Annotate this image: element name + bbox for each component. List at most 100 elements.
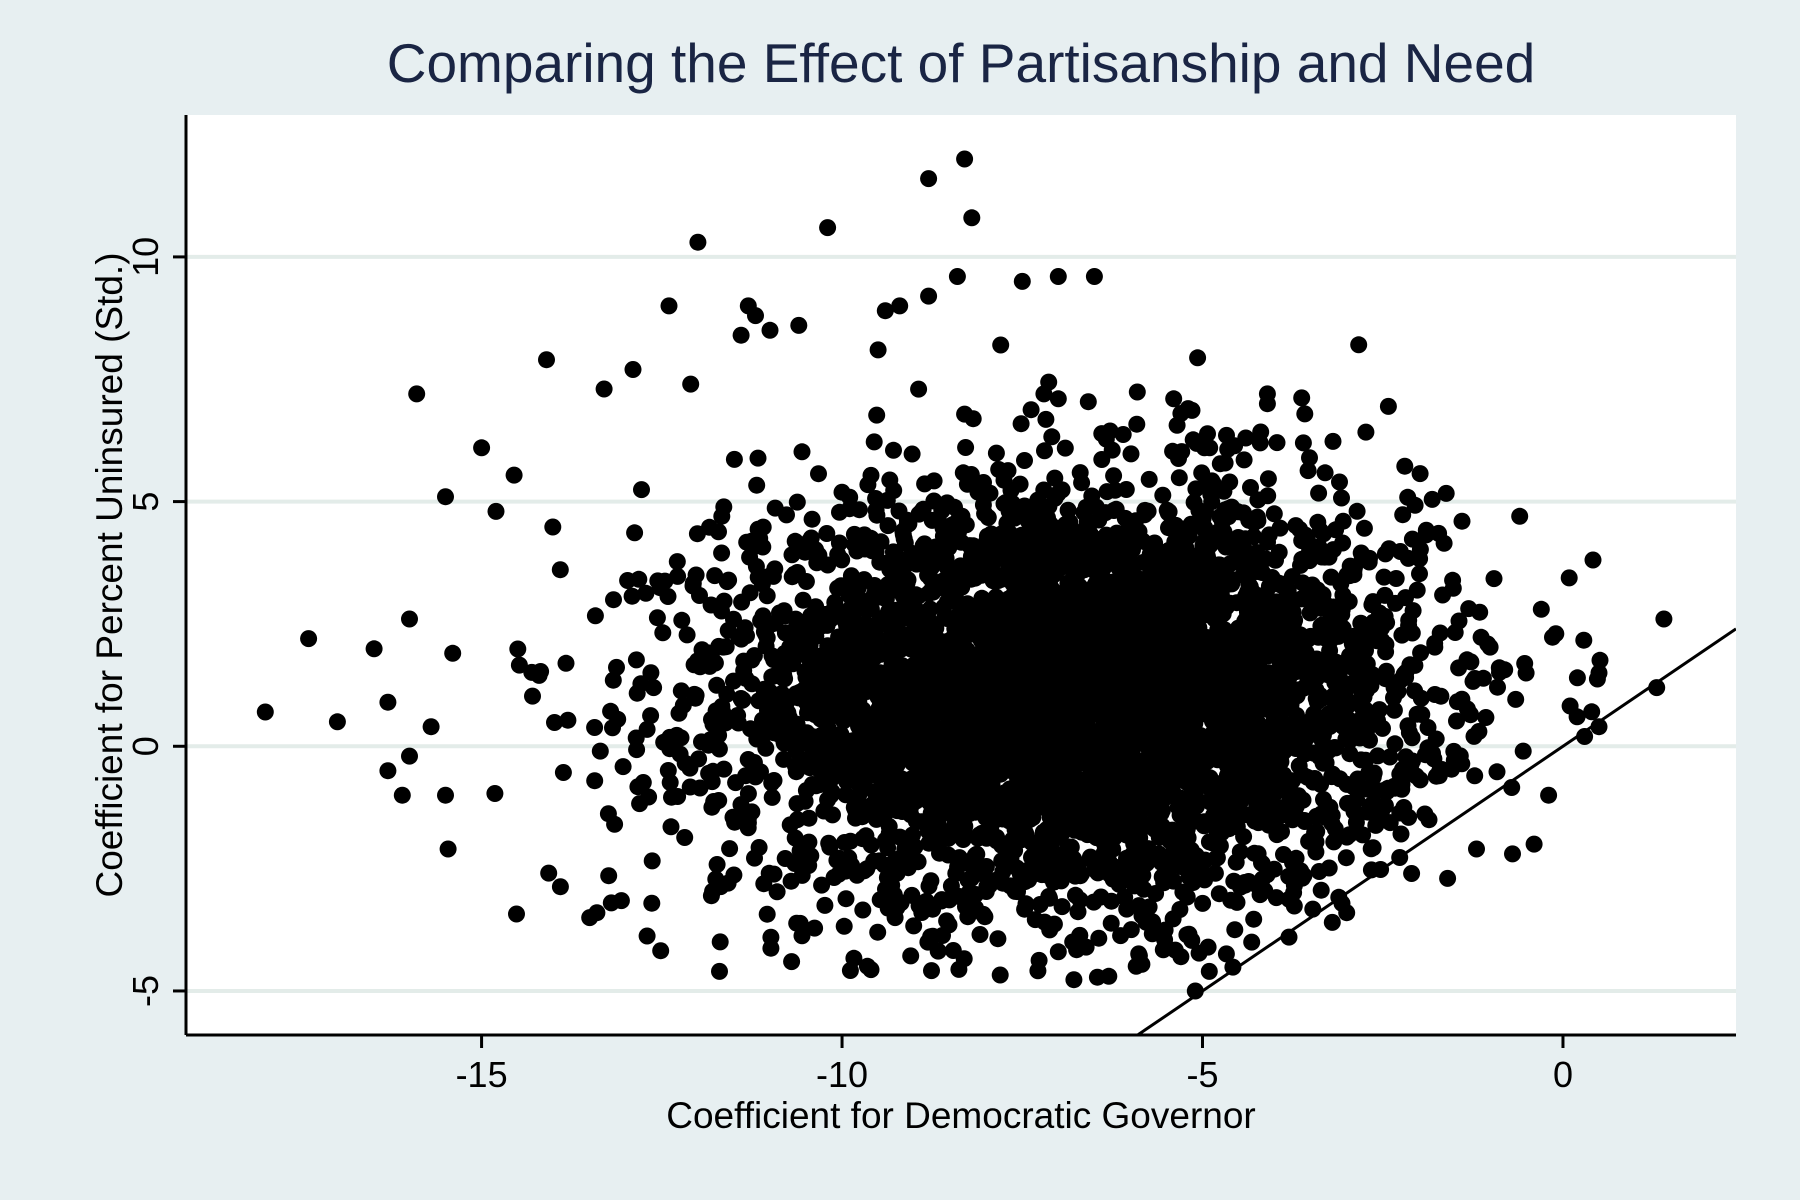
data-point <box>1364 768 1382 786</box>
data-point <box>586 607 604 625</box>
data-point <box>1174 686 1192 704</box>
data-point <box>815 802 833 820</box>
data-point <box>976 505 994 523</box>
data-point <box>1043 583 1061 601</box>
data-point <box>845 949 863 967</box>
data-point <box>1283 772 1301 790</box>
data-point <box>1011 475 1029 493</box>
data-point <box>749 449 767 467</box>
data-point <box>672 682 690 700</box>
data-point <box>1247 665 1265 682</box>
data-point <box>1170 469 1188 487</box>
data-point <box>1561 697 1579 715</box>
data-point <box>912 705 929 722</box>
data-point <box>1432 687 1450 705</box>
data-point <box>871 691 889 709</box>
data-point <box>1042 744 1060 762</box>
data-point <box>1461 705 1479 723</box>
data-point <box>540 864 558 882</box>
data-point <box>964 410 982 428</box>
data-point <box>1296 745 1314 763</box>
data-point <box>1423 490 1441 508</box>
data-point <box>1299 531 1316 549</box>
gridlines <box>186 254 1736 993</box>
data-point <box>954 464 972 482</box>
data-point <box>1194 894 1212 912</box>
data-point <box>757 739 775 757</box>
data-point <box>1489 678 1506 696</box>
data-point <box>1046 792 1064 810</box>
data-point <box>909 602 927 620</box>
data-point <box>401 747 418 765</box>
data-point <box>1381 748 1399 766</box>
data-point <box>654 624 672 642</box>
data-point <box>623 587 641 605</box>
data-point <box>1130 947 1148 965</box>
data-point <box>1107 500 1125 518</box>
data-point <box>586 719 604 736</box>
data-point <box>1093 451 1111 468</box>
data-point <box>1213 824 1231 842</box>
data-point <box>1334 534 1352 552</box>
data-point <box>865 433 883 451</box>
data-point <box>1092 547 1110 565</box>
data-point <box>991 966 1009 984</box>
data-point <box>962 706 980 724</box>
data-point <box>830 865 848 883</box>
data-point <box>1355 519 1373 537</box>
data-point <box>1117 481 1135 498</box>
data-point <box>848 741 866 759</box>
data-point <box>1231 843 1249 861</box>
data-point <box>822 786 840 804</box>
data-point <box>551 561 569 579</box>
data-point <box>869 341 887 359</box>
data-point <box>914 500 932 518</box>
data-point <box>1427 767 1445 785</box>
data-point <box>1053 711 1071 729</box>
data-point <box>1101 865 1119 883</box>
data-point <box>1340 826 1358 844</box>
data-point <box>1214 658 1232 675</box>
data-point <box>825 678 843 696</box>
data-point <box>854 901 872 919</box>
data-point <box>869 923 887 941</box>
data-point <box>903 445 921 463</box>
data-point <box>1411 465 1429 483</box>
data-point <box>710 792 728 809</box>
data-point <box>1396 457 1414 475</box>
data-point <box>841 488 859 506</box>
data-point <box>401 610 418 628</box>
data-point <box>1248 508 1266 526</box>
data-point <box>1156 931 1174 949</box>
data-point <box>837 890 855 908</box>
data-point <box>923 753 941 771</box>
data-point <box>1310 484 1328 502</box>
data-point <box>1013 272 1031 290</box>
data-point <box>1259 470 1277 488</box>
data-point <box>1341 745 1359 763</box>
data-point <box>768 883 786 901</box>
data-point <box>1102 598 1120 616</box>
data-point <box>1226 691 1244 709</box>
data-point <box>923 962 940 980</box>
data-point <box>711 933 729 951</box>
data-point <box>867 501 885 519</box>
data-point <box>1240 575 1258 593</box>
data-point <box>1345 566 1363 584</box>
data-point <box>660 297 678 315</box>
data-point <box>939 846 957 864</box>
data-point <box>859 619 877 637</box>
data-point <box>1102 892 1120 910</box>
data-point <box>1185 493 1203 511</box>
data-point <box>486 785 504 802</box>
data-point <box>872 666 890 683</box>
data-point <box>819 743 837 761</box>
data-point <box>614 758 632 776</box>
data-point <box>628 741 646 759</box>
data-point <box>905 917 923 935</box>
data-point <box>810 465 827 483</box>
data-point <box>1350 336 1368 354</box>
data-point <box>971 926 989 943</box>
data-point <box>1202 486 1220 503</box>
